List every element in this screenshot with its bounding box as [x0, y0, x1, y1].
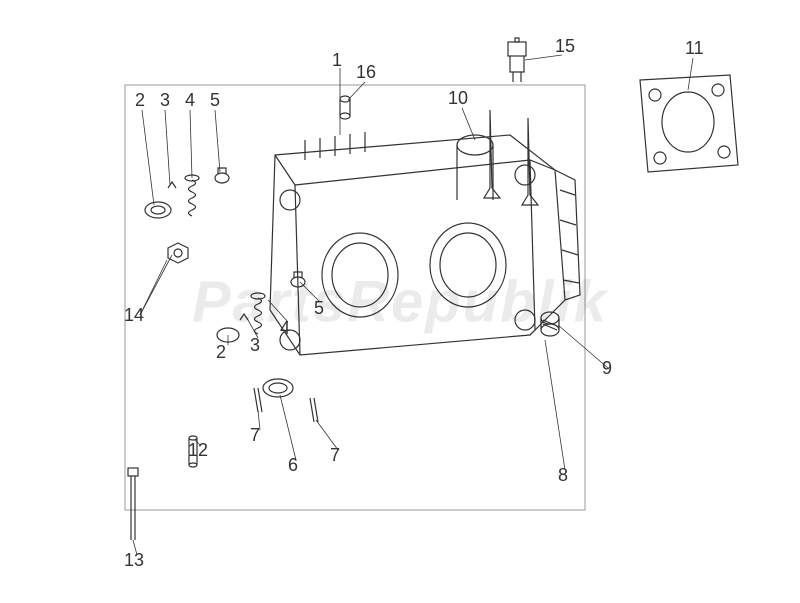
callout-2b: 2	[216, 342, 226, 363]
callout-3a: 3	[160, 90, 170, 111]
valves-part	[484, 110, 538, 205]
callout-2a: 2	[135, 90, 145, 111]
callout-1: 1	[332, 50, 342, 71]
callout-10: 10	[448, 88, 468, 109]
callout-4a: 4	[185, 90, 195, 111]
callout-8: 8	[558, 465, 568, 486]
cylinder-head-assembly	[270, 132, 580, 355]
callout-12: 12	[188, 440, 208, 461]
callout-7a: 7	[250, 425, 260, 446]
lower-spring-group	[217, 272, 305, 342]
washer-pins	[254, 379, 318, 422]
callout-11: 11	[685, 38, 704, 59]
callout-15: 15	[555, 36, 575, 57]
callout-13: 13	[124, 550, 144, 571]
callout-3b: 3	[250, 335, 260, 356]
callout-7b: 7	[330, 445, 340, 466]
sensor-part	[508, 38, 526, 82]
leader-lines	[133, 55, 693, 555]
callout-6: 6	[288, 455, 298, 476]
callout-16: 16	[356, 62, 376, 83]
callout-4b: 4	[280, 318, 290, 339]
gasket-part	[640, 75, 738, 172]
callout-5b: 5	[314, 298, 324, 319]
upper-spring-group	[145, 168, 229, 263]
parts-diagram	[0, 0, 800, 603]
callout-9: 9	[602, 358, 612, 379]
callout-5a: 5	[210, 90, 220, 111]
callout-14: 14	[124, 305, 144, 326]
bolt13	[128, 468, 138, 540]
